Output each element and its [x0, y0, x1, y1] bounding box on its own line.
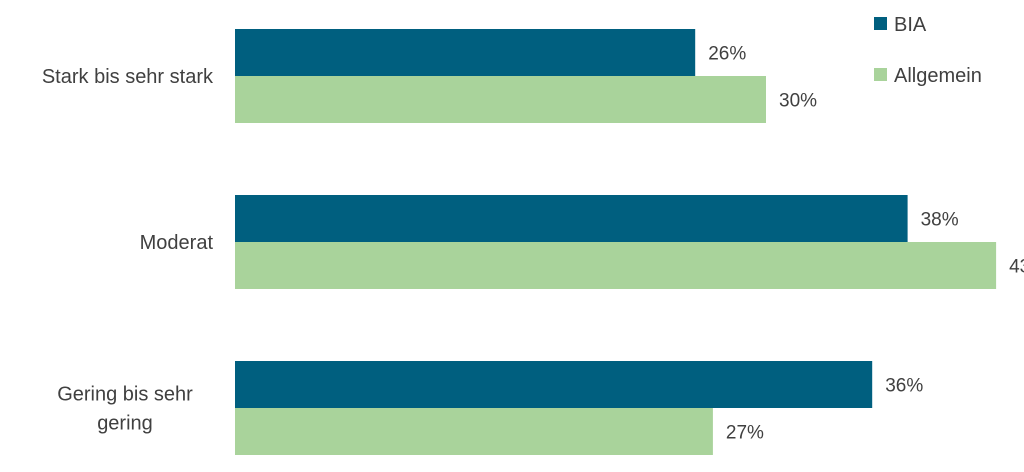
- category-labels-group: Stark bis sehr stark Moderat Gering bis se…: [42, 66, 214, 435]
- value-label-allgemein-1: 43%: [1009, 257, 1024, 278]
- bar-bia-1: [235, 195, 908, 242]
- value-labels-group: 26% 30% 38% 43% 36% 27%: [708, 44, 1024, 444]
- legend-swatch-bia: [874, 17, 887, 30]
- value-label-bia-1: 38%: [921, 210, 959, 231]
- category-label-0: Stark bis sehr stark: [42, 66, 214, 88]
- category-label-2: Gering bis sehr gering: [57, 384, 193, 435]
- bars-group: [235, 29, 997, 455]
- value-label-allgemein-0: 30%: [779, 91, 817, 112]
- bar-allgemein-0: [235, 76, 766, 123]
- category-label-1: Moderat: [140, 232, 214, 254]
- legend: BIA Allgemein: [874, 14, 982, 87]
- bar-bia-2: [235, 361, 873, 408]
- bar-bia-0: [235, 29, 696, 76]
- value-label-bia-2: 36%: [885, 376, 923, 397]
- legend-swatch-allgemein: [874, 68, 887, 81]
- value-label-allgemein-2: 27%: [726, 423, 764, 444]
- legend-label-bia: BIA: [894, 14, 927, 36]
- legend-label-allgemein: Allgemein: [894, 65, 982, 87]
- bar-allgemein-2: [235, 408, 713, 455]
- bar-allgemein-1: [235, 242, 997, 289]
- value-label-bia-0: 26%: [708, 44, 746, 65]
